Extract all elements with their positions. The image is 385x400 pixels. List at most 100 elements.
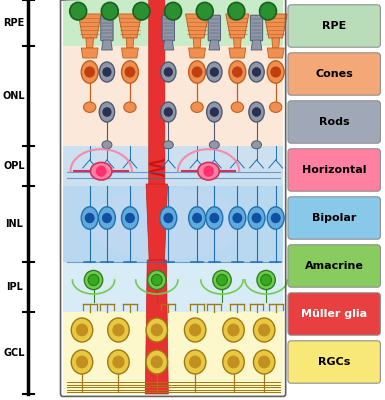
Ellipse shape: [160, 207, 177, 229]
FancyBboxPatch shape: [288, 293, 380, 335]
Polygon shape: [86, 38, 94, 48]
Polygon shape: [126, 38, 134, 48]
Ellipse shape: [70, 2, 87, 20]
Ellipse shape: [71, 350, 93, 374]
Text: RPE: RPE: [322, 21, 346, 31]
Ellipse shape: [189, 356, 201, 368]
Ellipse shape: [146, 318, 167, 342]
Ellipse shape: [258, 324, 270, 336]
FancyBboxPatch shape: [101, 15, 113, 41]
FancyBboxPatch shape: [288, 245, 380, 287]
Ellipse shape: [151, 274, 162, 286]
Bar: [63, 146, 283, 186]
FancyBboxPatch shape: [288, 5, 380, 47]
Ellipse shape: [164, 107, 173, 117]
Ellipse shape: [249, 102, 264, 122]
Ellipse shape: [213, 270, 231, 290]
Bar: [63, 0, 283, 46]
Ellipse shape: [184, 350, 206, 374]
Bar: [63, 46, 283, 146]
Ellipse shape: [210, 107, 219, 117]
Ellipse shape: [210, 67, 219, 77]
FancyBboxPatch shape: [250, 15, 263, 41]
Bar: [63, 312, 283, 394]
Polygon shape: [193, 38, 201, 48]
Ellipse shape: [151, 356, 163, 368]
Text: IPL: IPL: [6, 282, 23, 292]
Ellipse shape: [99, 207, 116, 229]
Ellipse shape: [163, 141, 173, 149]
Ellipse shape: [192, 213, 202, 223]
Ellipse shape: [223, 318, 244, 342]
Ellipse shape: [102, 67, 112, 77]
Ellipse shape: [209, 213, 219, 223]
Ellipse shape: [96, 166, 107, 177]
Polygon shape: [272, 38, 280, 48]
Polygon shape: [234, 38, 241, 48]
Ellipse shape: [198, 162, 219, 180]
FancyBboxPatch shape: [149, 0, 165, 185]
Ellipse shape: [207, 102, 222, 122]
Text: GCL: GCL: [3, 348, 25, 358]
Ellipse shape: [270, 102, 282, 112]
Ellipse shape: [251, 213, 261, 223]
Ellipse shape: [251, 141, 261, 149]
Ellipse shape: [108, 318, 129, 342]
Text: RGCs: RGCs: [318, 357, 350, 367]
Ellipse shape: [252, 67, 261, 77]
Ellipse shape: [81, 207, 98, 229]
Text: OPL: OPL: [3, 161, 25, 171]
Ellipse shape: [259, 2, 276, 20]
Ellipse shape: [228, 2, 245, 20]
Ellipse shape: [76, 356, 88, 368]
Ellipse shape: [84, 270, 103, 290]
Ellipse shape: [229, 61, 246, 83]
Polygon shape: [229, 48, 246, 58]
Ellipse shape: [248, 207, 265, 229]
Ellipse shape: [112, 356, 125, 368]
Ellipse shape: [257, 270, 275, 290]
Ellipse shape: [151, 324, 163, 336]
Ellipse shape: [232, 66, 243, 78]
Ellipse shape: [124, 102, 136, 112]
Polygon shape: [163, 40, 174, 50]
Ellipse shape: [217, 274, 228, 286]
Ellipse shape: [122, 207, 138, 229]
Ellipse shape: [258, 356, 270, 368]
Ellipse shape: [189, 324, 201, 336]
Ellipse shape: [112, 324, 125, 336]
Ellipse shape: [267, 61, 284, 83]
Ellipse shape: [271, 213, 281, 223]
Ellipse shape: [99, 102, 115, 122]
Ellipse shape: [164, 67, 173, 77]
Polygon shape: [264, 14, 287, 38]
Ellipse shape: [85, 213, 95, 223]
Polygon shape: [78, 14, 101, 38]
Ellipse shape: [99, 62, 115, 82]
Text: ONL: ONL: [3, 91, 25, 101]
Ellipse shape: [228, 324, 239, 336]
Ellipse shape: [206, 207, 223, 229]
FancyBboxPatch shape: [208, 15, 221, 41]
Ellipse shape: [192, 66, 203, 78]
FancyBboxPatch shape: [288, 149, 380, 191]
Ellipse shape: [102, 107, 112, 117]
Ellipse shape: [189, 61, 206, 83]
Ellipse shape: [125, 66, 135, 78]
Ellipse shape: [261, 274, 271, 286]
Polygon shape: [267, 48, 284, 58]
Ellipse shape: [81, 61, 98, 83]
Ellipse shape: [229, 207, 246, 229]
Text: RPE: RPE: [3, 18, 25, 28]
Ellipse shape: [101, 2, 118, 20]
Polygon shape: [119, 14, 141, 38]
FancyBboxPatch shape: [288, 341, 380, 383]
Ellipse shape: [102, 141, 112, 149]
FancyBboxPatch shape: [288, 53, 380, 95]
Ellipse shape: [189, 207, 206, 229]
Polygon shape: [145, 260, 168, 394]
Ellipse shape: [84, 66, 95, 78]
Ellipse shape: [125, 213, 135, 223]
Ellipse shape: [161, 102, 176, 122]
Ellipse shape: [209, 141, 219, 149]
